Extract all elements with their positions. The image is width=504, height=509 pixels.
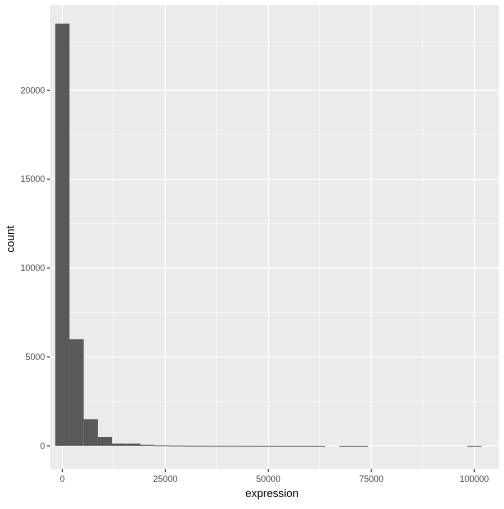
y-tick-label: 0: [40, 441, 45, 451]
histogram-bar: [296, 445, 312, 447]
x-tick-label: 100000: [460, 474, 489, 484]
histogram-bar: [240, 445, 255, 447]
x-axis: 0 25000 50000 75000 100000: [60, 469, 489, 484]
histogram-bar: [197, 445, 212, 447]
histogram-bars: [55, 23, 482, 447]
histogram-bar: [467, 445, 482, 447]
histogram-bar: [353, 445, 368, 447]
histogram-bar: [154, 445, 169, 447]
y-tick-label: 20000: [21, 85, 46, 95]
histogram-bar: [311, 445, 326, 447]
histogram-bar: [168, 445, 184, 447]
y-axis: 0 5000 10000 15000 20000: [21, 85, 50, 451]
histogram-bar: [339, 445, 354, 447]
histogram-bar: [225, 445, 241, 447]
histogram-bar: [97, 437, 113, 446]
x-tick-label: 0: [60, 474, 65, 484]
histogram-bar: [112, 443, 127, 446]
histogram-bar: [211, 445, 226, 447]
x-tick-label: 50000: [256, 474, 281, 484]
x-tick-label: 75000: [359, 474, 384, 484]
y-tick-label: 5000: [25, 352, 45, 362]
histogram-bar: [254, 445, 269, 447]
plot-panel: [50, 5, 499, 469]
x-tick-label: 25000: [153, 474, 178, 484]
minor-gridlines: [50, 5, 499, 469]
histogram-bar: [126, 443, 141, 446]
histogram-bar: [83, 419, 98, 446]
x-axis-title: expression: [245, 488, 298, 500]
histogram-bar: [140, 444, 155, 446]
major-gridlines: [50, 5, 499, 469]
histogram-bar: [55, 23, 70, 446]
histogram-bar: [183, 445, 198, 447]
y-axis-title: count: [5, 226, 17, 253]
y-tick-label: 15000: [21, 174, 46, 184]
histogram-bar: [268, 445, 283, 447]
y-tick-label: 10000: [21, 263, 46, 273]
histogram-bar: [69, 339, 84, 446]
histogram-bar: [282, 445, 297, 447]
